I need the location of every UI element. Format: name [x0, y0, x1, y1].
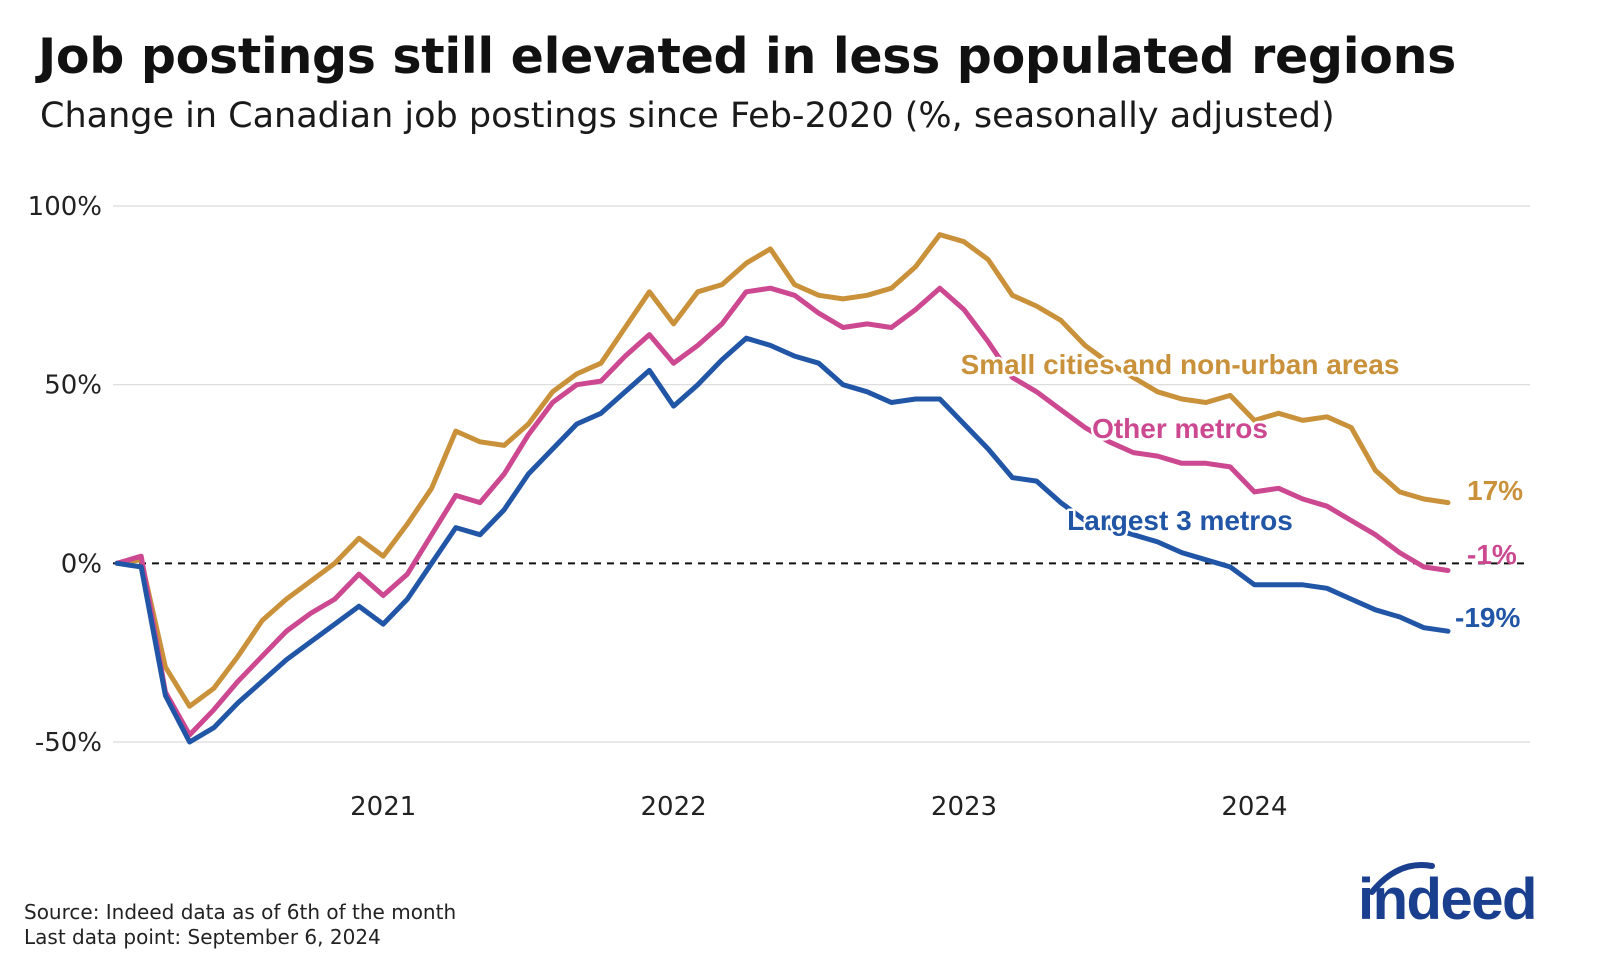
x-tick-label: 2024	[1221, 792, 1287, 822]
y-tick-label: 50%	[44, 371, 102, 401]
chart-title: Job postings still elevated in less popu…	[38, 28, 1457, 85]
series-annotation-largest: Largest 3 metros	[1067, 505, 1293, 536]
chart-subtitle: Change in Canadian job postings since Fe…	[40, 96, 1335, 136]
end-value-label-other: -1%	[1467, 539, 1517, 570]
label-layer: 17% -1% -19% Small cities and non-urban are…	[958, 347, 1523, 634]
end-value-label-largest: -19%	[1455, 602, 1520, 633]
last-data-point-note: Last data point: September 6, 2024	[24, 925, 381, 949]
series-annotation-other: Other metros	[1092, 413, 1268, 444]
end-value-label-small: 17%	[1467, 475, 1523, 506]
series-line-other	[114, 285, 1451, 738]
x-tick-label: 2023	[931, 792, 997, 822]
series-line-largest	[114, 335, 1451, 745]
series-line-small	[114, 232, 1451, 709]
logo-arc-icon	[1369, 862, 1435, 895]
x-tick-label: 2021	[350, 792, 416, 822]
indeed-logo[interactable]: indeed	[1358, 858, 1558, 938]
x-tick-label: 2022	[641, 792, 707, 822]
series-layer	[114, 232, 1451, 745]
series-annotation-small: Small cities and non-urban areas	[961, 349, 1400, 380]
tick-layer: 100% 50% 0% -50% 2021 2022 2023 2024	[28, 192, 1288, 822]
y-tick-label: -50%	[35, 728, 102, 758]
y-tick-label: 100%	[28, 192, 102, 222]
grid-layer	[113, 205, 1530, 743]
y-tick-label: 0%	[61, 549, 102, 579]
logo-wordmark: indeed	[1358, 867, 1537, 932]
source-note: Source: Indeed data as of 6th of the mon…	[24, 900, 457, 924]
